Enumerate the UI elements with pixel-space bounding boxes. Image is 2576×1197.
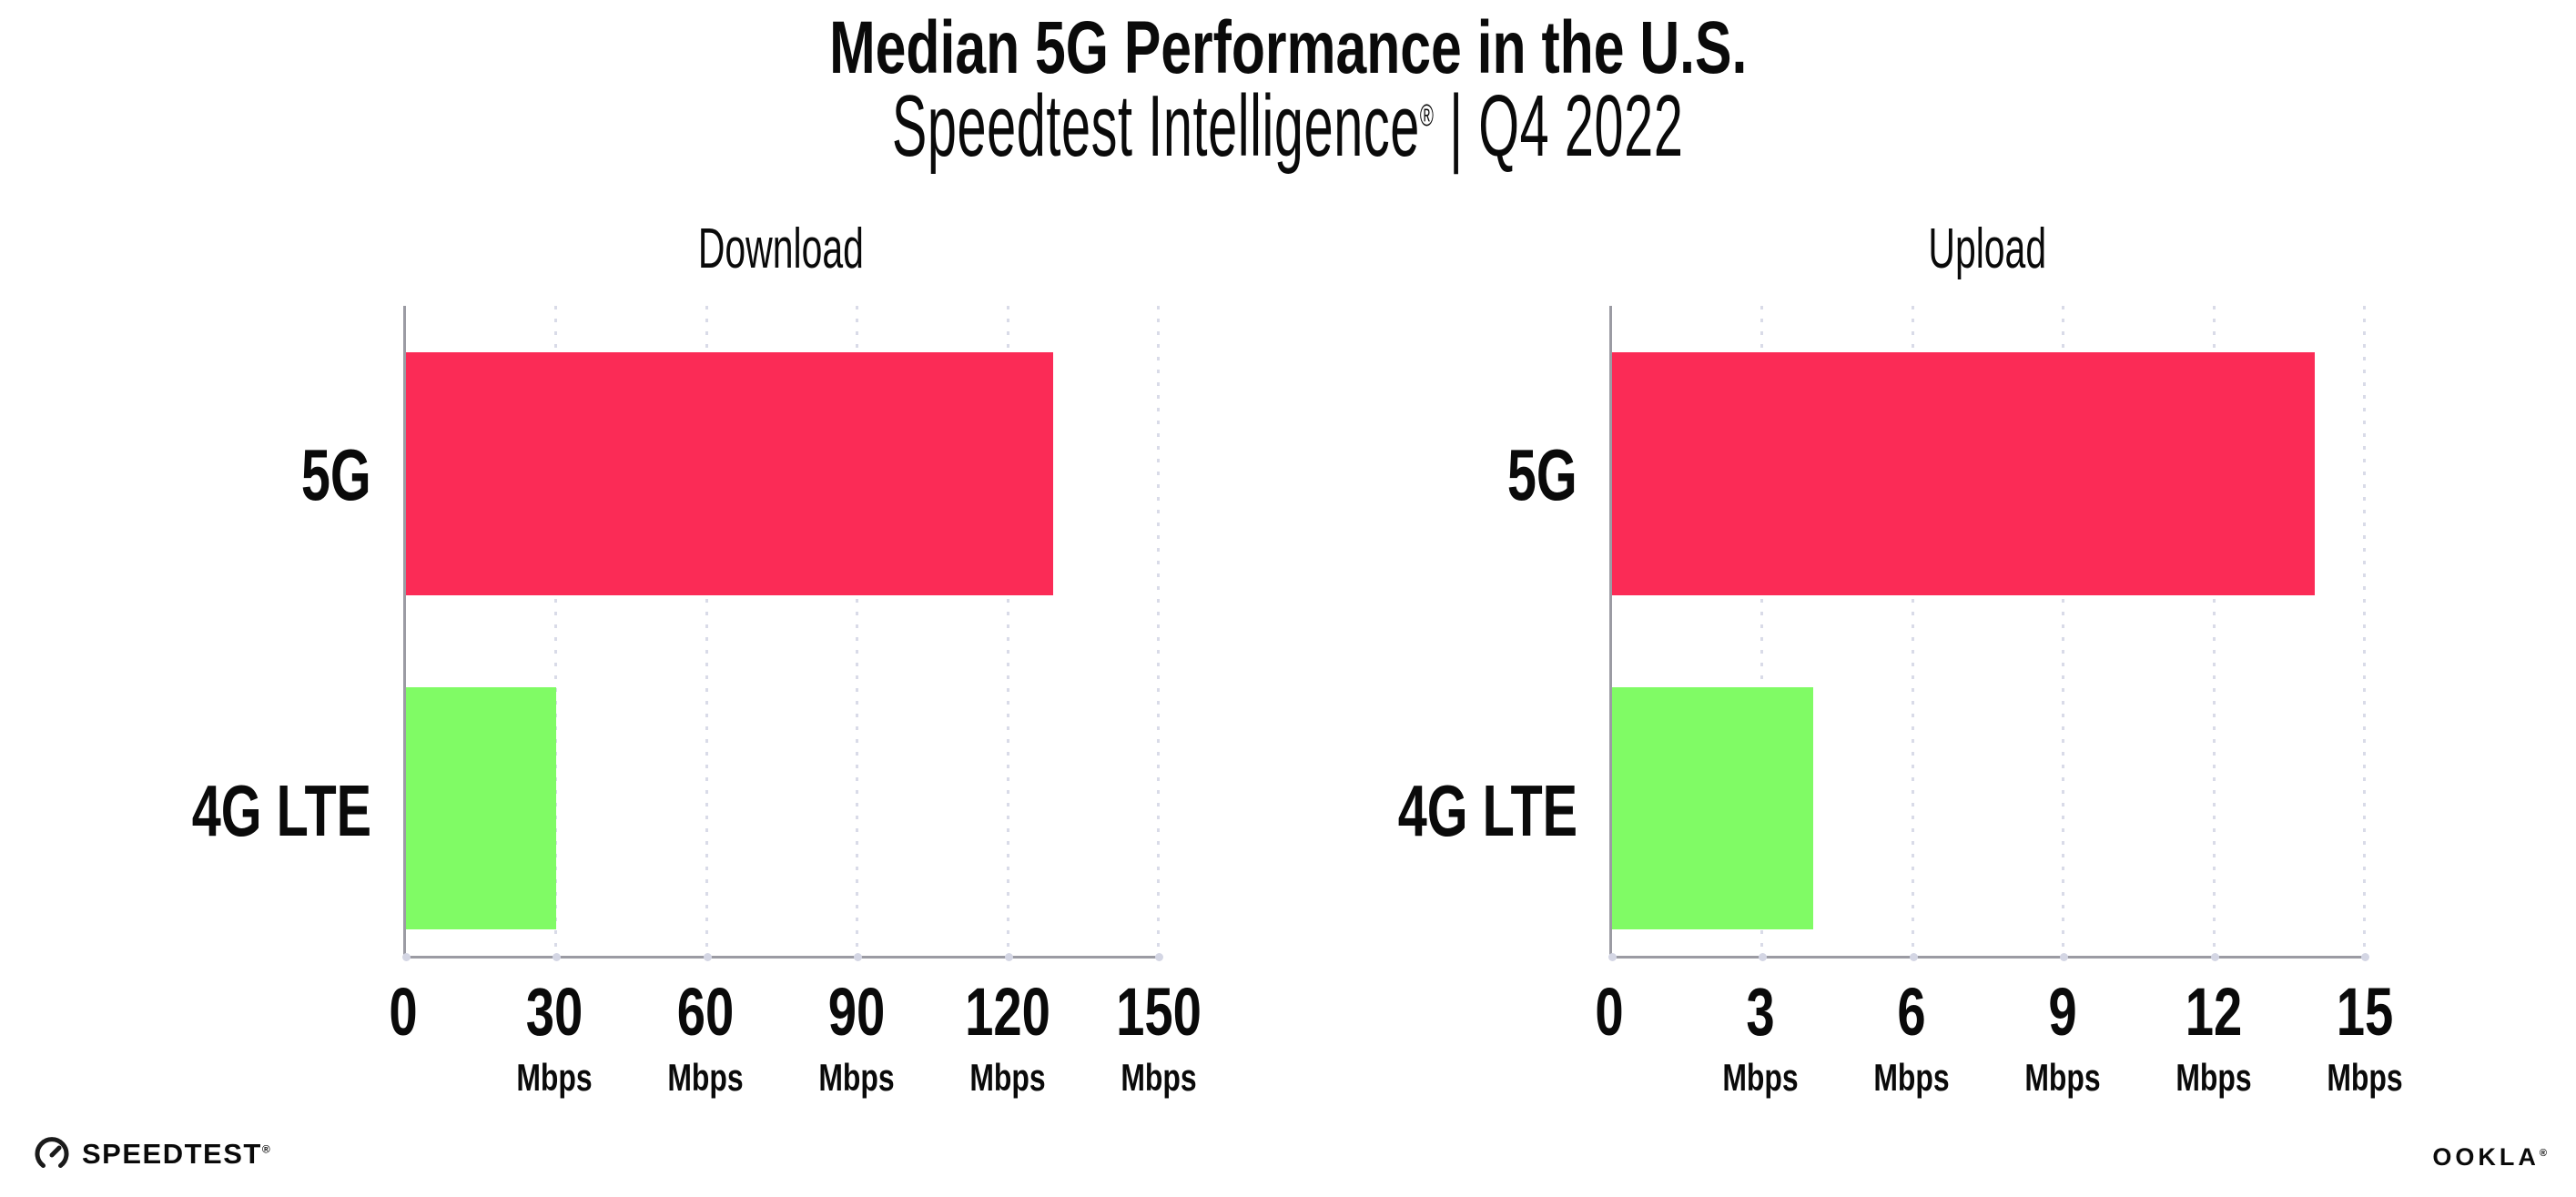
gridline-9-mbps — [2062, 306, 2065, 956]
bar-4g-lte-upload — [1612, 687, 1813, 930]
x-tick-value-0: 0 — [389, 974, 418, 1050]
x-tick-unit-3: Mbps — [1722, 1056, 1799, 1099]
x-tick-unit-60: Mbps — [667, 1056, 744, 1099]
speedtest-logo: SPEEDTEST® — [33, 1135, 271, 1173]
subtitle-brand: Speedtest Intelligence — [892, 77, 1421, 175]
x-tick-9: 9 Mbps — [2013, 979, 2113, 1097]
gridline-12-mbps — [2212, 306, 2216, 956]
x-tick-value-15: 15 — [2336, 974, 2394, 1050]
registered-mark: ® — [1420, 98, 1435, 133]
x-tick-unit-120: Mbps — [969, 1056, 1046, 1099]
speedtest-gauge-icon — [35, 1137, 69, 1168]
x-tick-120: 120 Mbps — [951, 979, 1063, 1097]
ookla-registered-mark: ® — [2539, 1148, 2547, 1159]
x-tick-unit-6: Mbps — [1873, 1056, 1950, 1099]
axis-tick-dot-6 — [1909, 953, 1918, 961]
x-tick-150: 150 Mbps — [1102, 979, 1214, 1097]
category-label-5g: 5G — [301, 433, 371, 515]
ookla-wordmark: OOKLA — [2432, 1143, 2540, 1171]
x-tick-90: 90 Mbps — [806, 979, 907, 1097]
x-tick-unit-12: Mbps — [2175, 1056, 2252, 1099]
gridline-60-mbps — [705, 306, 708, 956]
x-tick-value-90: 90 — [827, 974, 886, 1050]
x-tick-value-3: 3 — [1746, 974, 1775, 1050]
plot-area — [1608, 306, 2369, 961]
axis-tick-dot-90 — [854, 953, 863, 961]
x-tick-unit-30: Mbps — [516, 1056, 593, 1099]
page-title: Median 5G Performance in the U.S. — [0, 6, 2576, 89]
axis-tick-dot-30 — [553, 953, 562, 961]
axis-tick-dot-60 — [703, 953, 712, 961]
plot-area — [402, 306, 1163, 961]
download-chart: Download 5G 4G LTE 0 30 Mbps 60 Mbps 90 Mbps 120… — [162, 209, 1202, 1174]
x-tick-3: 3 Mbps — [1710, 979, 1810, 1097]
x-tick-6: 6 Mbps — [1861, 979, 1962, 1097]
gridline-3-mbps — [1760, 306, 1764, 956]
x-tick-0: 0 — [1590, 979, 1628, 1046]
page-title-text: Median 5G Performance in the U.S. — [828, 6, 1748, 89]
category-label-4g-lte: 4G LTE — [191, 769, 371, 851]
x-tick-unit-9: Mbps — [2024, 1056, 2101, 1099]
speedtest-wordmark: SPEEDTEST® — [82, 1138, 272, 1170]
axis-tick-dot-150 — [1155, 953, 1163, 961]
category-labels: 5G 4G LTE — [1368, 306, 1577, 959]
axis-tick-dot-15 — [2361, 953, 2369, 961]
ookla-logo: OOKLA® — [2432, 1143, 2547, 1172]
gridline-90-mbps — [856, 306, 859, 956]
axis-tick-dot-0 — [402, 953, 411, 961]
gridline-30-mbps — [554, 306, 558, 956]
x-tick-value-9: 9 — [2048, 974, 2077, 1050]
gridline-150-mbps — [1157, 306, 1160, 956]
gridline-120-mbps — [1006, 306, 1009, 956]
x-tick-unit-150: Mbps — [1121, 1056, 1197, 1099]
upload-chart: Upload 5G 4G LTE 0 3 Mbps 6 Mbps 9 Mbps 12 Mbps 15… — [1368, 209, 2403, 1174]
category-label-4g-lte: 4G LTE — [1397, 769, 1577, 851]
x-tick-unit-15: Mbps — [2327, 1056, 2403, 1099]
x-tick-30: 30 Mbps — [504, 979, 604, 1097]
x-tick-15: 15 Mbps — [2315, 979, 2415, 1097]
category-label-5g: 5G — [1507, 433, 1577, 515]
axis-tick-dot-9 — [2060, 953, 2069, 961]
bar-4g-lte-download — [406, 687, 557, 930]
upload-chart-title: Upload — [1928, 218, 2046, 280]
x-tick-value-120: 120 — [965, 974, 1050, 1050]
page-subtitle: Speedtest Intelligence® | Q4 2022 — [0, 78, 2576, 175]
x-tick-value-6: 6 — [1897, 974, 1926, 1050]
axis-tick-dot-3 — [1759, 953, 1768, 961]
x-axis-labels: 0 30 Mbps 60 Mbps 90 Mbps 120 Mbps 150 Mbps — [389, 979, 1202, 1161]
x-tick-value-30: 30 — [525, 974, 583, 1050]
x-tick-value-150: 150 — [1116, 974, 1202, 1050]
axis-tick-dot-0 — [1608, 953, 1617, 961]
x-tick-60: 60 Mbps — [655, 979, 756, 1097]
subtitle-period: | Q4 2022 — [1434, 77, 1684, 175]
axis-tick-dot-12 — [2210, 953, 2219, 961]
bar-5g-download — [406, 352, 1054, 595]
x-tick-unit-90: Mbps — [818, 1056, 895, 1099]
gridline-6-mbps — [1911, 306, 1914, 956]
bar-5g-upload — [1612, 352, 2315, 595]
x-tick-value-12: 12 — [2185, 974, 2243, 1050]
x-tick-12: 12 Mbps — [2164, 979, 2264, 1097]
speedtest-registered-mark: ® — [261, 1142, 272, 1156]
category-labels: 5G 4G LTE — [162, 306, 371, 959]
x-tick-0: 0 — [384, 979, 421, 1046]
axis-tick-dot-120 — [1004, 953, 1013, 961]
gridline-15-mbps — [2363, 306, 2366, 956]
x-axis-labels: 0 3 Mbps 6 Mbps 9 Mbps 12 Mbps 15 Mbps — [1595, 979, 2402, 1161]
download-chart-title: Download — [697, 218, 864, 280]
x-tick-value-0: 0 — [1595, 974, 1624, 1050]
x-tick-value-60: 60 — [676, 974, 735, 1050]
